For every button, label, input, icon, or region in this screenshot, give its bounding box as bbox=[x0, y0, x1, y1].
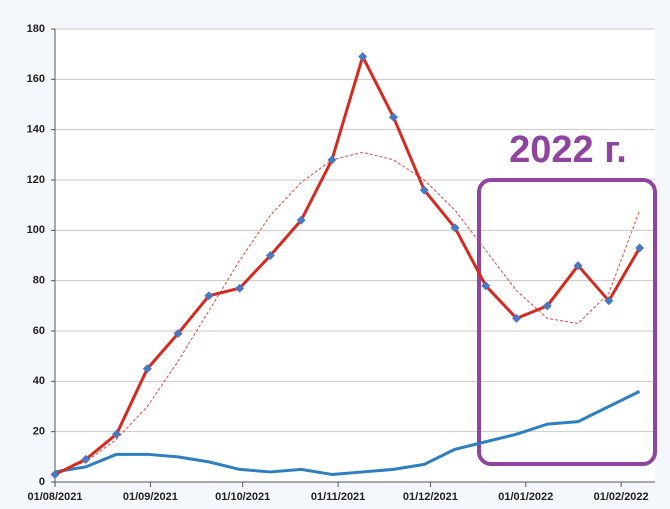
x-tick-label: 01/12/2021 bbox=[403, 491, 458, 503]
x-tick-label: 01/01/2022 bbox=[498, 491, 553, 503]
y-tick-label: 80 bbox=[33, 275, 45, 287]
marker bbox=[81, 454, 91, 464]
y-tick-label: 120 bbox=[27, 174, 45, 186]
marker bbox=[604, 296, 614, 306]
marker bbox=[358, 52, 368, 62]
y-tick-label: 160 bbox=[27, 73, 45, 85]
series-line bbox=[54, 55, 641, 476]
marker bbox=[265, 251, 275, 260]
y-tick-label: 20 bbox=[33, 426, 45, 438]
marker bbox=[50, 469, 60, 479]
y-tick-label: 40 bbox=[33, 375, 45, 387]
marker bbox=[419, 185, 429, 195]
x-tick-label: 01/11/2021 bbox=[311, 491, 365, 503]
marker bbox=[450, 223, 460, 233]
x-tick-label: 01/09/2021 bbox=[123, 491, 178, 503]
y-tick-label: 0 bbox=[39, 476, 45, 488]
marker bbox=[142, 364, 152, 374]
series-line bbox=[54, 390, 641, 476]
marker bbox=[512, 313, 522, 323]
marker bbox=[112, 429, 122, 439]
marker bbox=[481, 281, 491, 291]
marker bbox=[296, 215, 306, 225]
marker bbox=[635, 243, 645, 253]
marker bbox=[388, 112, 398, 122]
marker bbox=[204, 291, 214, 301]
x-tick-label: 01/02/2022 bbox=[594, 491, 649, 503]
y-tick-label: 180 bbox=[27, 23, 45, 35]
plot-area bbox=[55, 29, 655, 482]
trend-line bbox=[54, 151, 641, 473]
y-tick-label: 60 bbox=[33, 325, 45, 337]
marker bbox=[173, 329, 183, 339]
marker bbox=[327, 155, 337, 165]
marker bbox=[542, 301, 552, 311]
x-tick-label: 01/10/2021 bbox=[215, 491, 270, 503]
marker bbox=[235, 283, 245, 293]
x-tick-label: 01/08/2021 bbox=[27, 491, 82, 503]
annotation: 2022 г. bbox=[509, 129, 627, 171]
highlight-box bbox=[477, 178, 657, 466]
y-tick-label: 140 bbox=[27, 124, 45, 136]
marker bbox=[573, 261, 583, 271]
y-tick-label: 100 bbox=[27, 224, 45, 236]
